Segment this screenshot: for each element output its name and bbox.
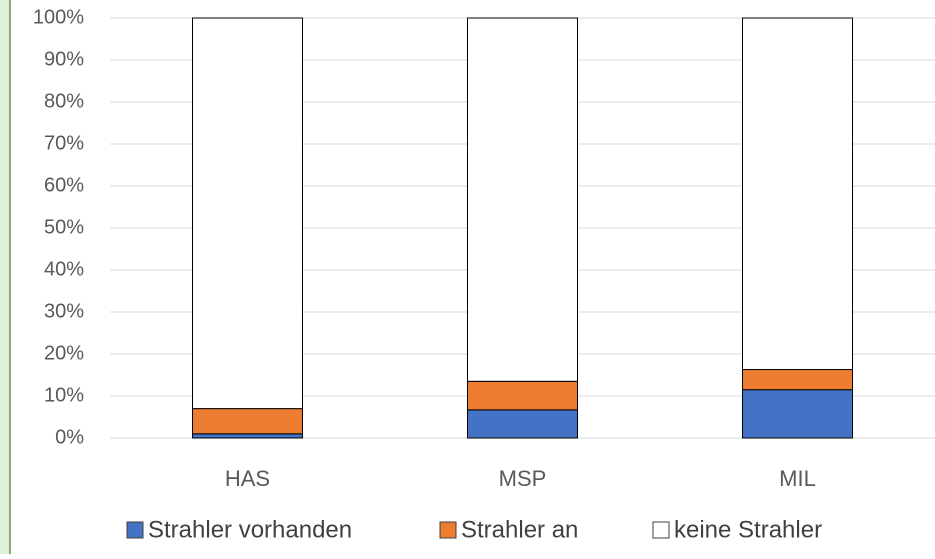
y-tick-label: 80% bbox=[44, 90, 84, 112]
bar-segment bbox=[742, 369, 853, 391]
y-tick-label: 70% bbox=[44, 132, 84, 154]
bar-segment bbox=[467, 17, 578, 382]
y-tick-label: 100% bbox=[33, 6, 84, 28]
x-tick-label: HAS bbox=[225, 466, 270, 491]
y-tick-label: 10% bbox=[44, 384, 84, 406]
bar-segment bbox=[742, 17, 853, 371]
legend-label: keine Strahler bbox=[674, 516, 822, 543]
y-tick-label: 50% bbox=[44, 216, 84, 238]
bar-segment bbox=[742, 389, 853, 439]
y-tick-label: 90% bbox=[44, 48, 84, 70]
x-tick-label: MSP bbox=[499, 466, 547, 491]
bar-segment bbox=[192, 433, 303, 439]
legend-swatch bbox=[126, 521, 144, 539]
legend-label: Strahler vorhanden bbox=[148, 516, 352, 543]
x-tick-label: MIL bbox=[779, 466, 816, 491]
side-strip bbox=[0, 0, 10, 554]
y-tick-label: 60% bbox=[44, 174, 84, 196]
legend-swatch bbox=[439, 521, 457, 539]
bar-segment bbox=[467, 380, 578, 411]
y-tick-label: 0% bbox=[55, 426, 84, 448]
y-tick-label: 20% bbox=[44, 342, 84, 364]
bar-segment bbox=[192, 17, 303, 410]
legend-label: Strahler an bbox=[461, 516, 578, 543]
y-tick-label: 40% bbox=[44, 258, 84, 280]
bar-segment bbox=[192, 408, 303, 435]
y-tick-label: 30% bbox=[44, 300, 84, 322]
bar-segment bbox=[467, 409, 578, 439]
legend-swatch bbox=[652, 521, 670, 539]
